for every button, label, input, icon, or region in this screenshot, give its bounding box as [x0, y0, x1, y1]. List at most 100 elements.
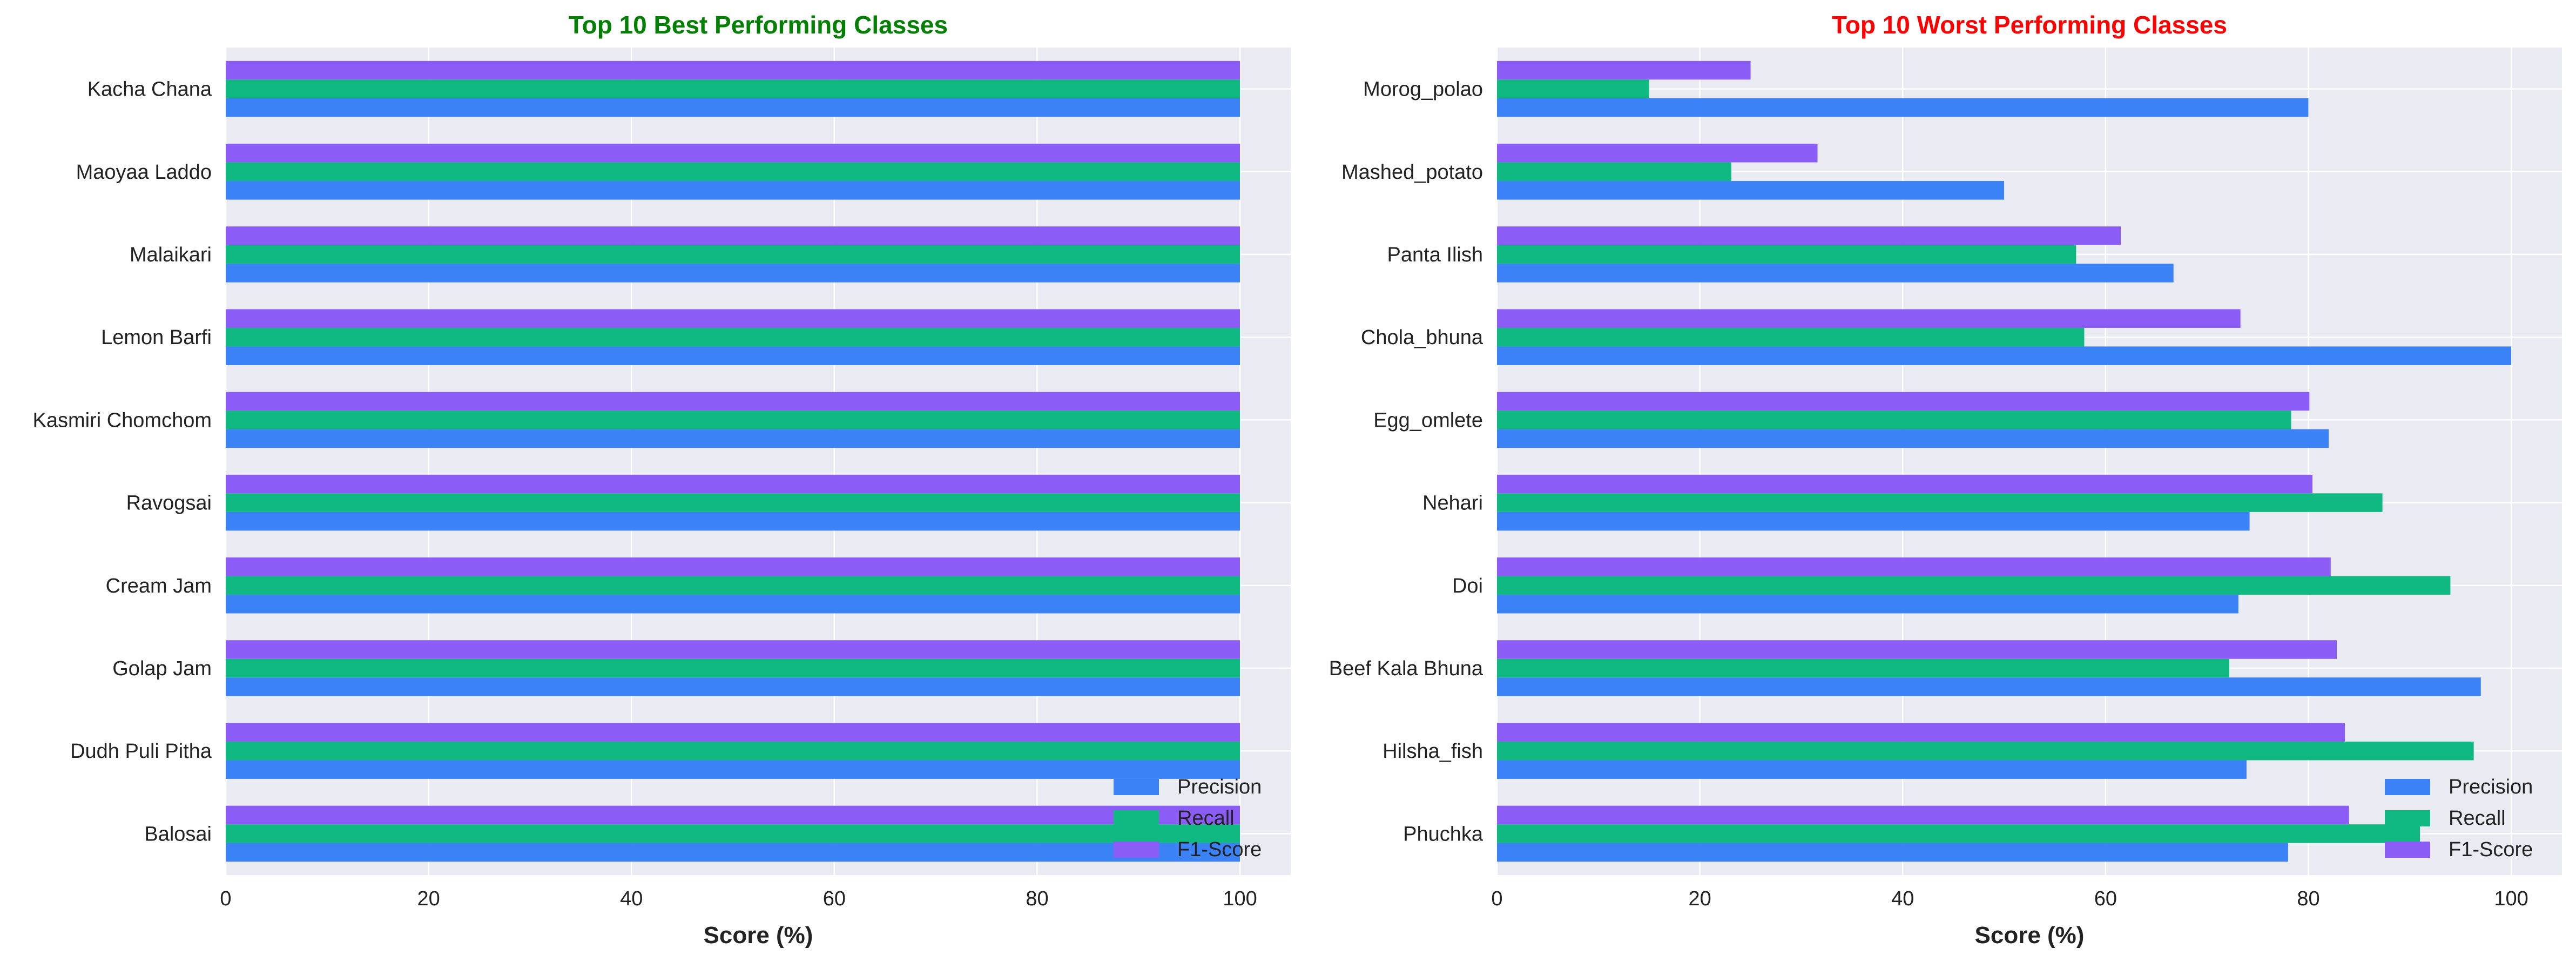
legend-label: F1-Score: [1177, 838, 1262, 861]
bar-f1-score: [1497, 60, 1751, 80]
category-label: Egg_omlete: [1373, 409, 1483, 432]
bar-recall: [1497, 245, 2076, 264]
category-label: Nehari: [1422, 492, 1483, 515]
bar-precision: [226, 760, 1240, 779]
bar-precision: [226, 512, 1240, 531]
bar-precision: [226, 429, 1240, 448]
category-label: Ravogsai: [126, 492, 212, 515]
bar-precision: [1497, 843, 2288, 862]
bar-precision: [1497, 264, 2174, 283]
x-tick-label: 0: [220, 887, 231, 910]
x-tick-label: 80: [1026, 887, 1048, 910]
legend-label: F1-Score: [2449, 838, 2533, 861]
category-label: Hilsha_fish: [1383, 740, 1483, 763]
bar-recall: [226, 824, 1240, 843]
category-label: Doi: [1452, 575, 1483, 597]
bar-f1-score: [226, 805, 1240, 825]
bar-f1-score: [226, 60, 1240, 80]
bar-f1-score: [226, 226, 1240, 245]
bar-precision: [1497, 429, 2329, 448]
bar-precision: [226, 264, 1240, 283]
bar-f1-score: [1497, 805, 2349, 825]
bar-recall: [1497, 162, 1731, 181]
x-axis-label: Score (%): [1975, 922, 2085, 949]
legend-label: Precision: [1177, 776, 1262, 798]
bar-f1-score: [226, 557, 1240, 576]
x-tick-label: 0: [1491, 887, 1502, 910]
bar-f1-score: [1497, 392, 2310, 411]
bar-f1-score: [226, 474, 1240, 494]
category-label: Morog_polao: [1363, 78, 1483, 101]
x-axis-label: Score (%): [704, 922, 813, 949]
x-tick-label: 20: [1688, 887, 1711, 910]
x-tick-label: 40: [620, 887, 643, 910]
legend-swatch-precision: [2385, 779, 2430, 795]
bar-recall: [1497, 741, 2474, 761]
bar-precision: [1497, 512, 2250, 531]
category-label: Dudh Puli Pitha: [70, 740, 212, 763]
bar-precision: [1497, 98, 2309, 117]
bar-recall: [1497, 327, 2085, 347]
bar-f1-score: [226, 723, 1240, 742]
bar-recall: [1497, 576, 2451, 595]
legend-swatch-precision: [1114, 779, 1159, 795]
category-label: Maoyaa Laddo: [76, 161, 212, 184]
legend-swatch-recall: [2385, 810, 2430, 826]
bar-recall: [1497, 658, 2229, 678]
x-tick-label: 80: [2297, 887, 2319, 910]
bar-f1-score: [1497, 723, 2345, 742]
bar-precision: [226, 595, 1240, 614]
bar-f1-score: [1497, 309, 2241, 328]
bar-f1-score: [1497, 144, 1818, 163]
bar-recall: [226, 79, 1240, 98]
bar-recall: [226, 327, 1240, 347]
bar-recall: [1497, 411, 2291, 429]
bar-precision: [1497, 760, 2247, 779]
chart-title: Top 10 Best Performing Classes: [569, 11, 948, 39]
bar-precision: [226, 98, 1240, 117]
bar-recall: [226, 245, 1240, 264]
category-label: Lemon Barfi: [101, 326, 212, 349]
category-label: Beef Kala Bhuna: [1329, 657, 1483, 680]
bar-recall: [1497, 824, 2420, 843]
category-label: Phuchka: [1403, 823, 1483, 845]
bar-precision: [1497, 346, 2512, 365]
bar-precision: [226, 181, 1240, 200]
bar-recall: [226, 493, 1240, 512]
category-label: Mashed_potato: [1341, 161, 1483, 184]
bar-precision: [226, 677, 1240, 696]
chart-panel-best: Kacha Chana Maoyaa Laddo Malaikari Lemon Ba…: [32, 11, 1291, 949]
bar-precision: [1497, 595, 2238, 614]
bar-precision: [226, 346, 1240, 365]
bar-precision: [226, 843, 1240, 862]
bar-f1-score: [226, 309, 1240, 328]
legend-swatch-f1-score: [2385, 842, 2430, 858]
bar-f1-score: [226, 144, 1240, 163]
bar-f1-score: [1497, 640, 2337, 659]
legend-label: Precision: [2449, 776, 2533, 798]
bar-f1-score: [1497, 557, 2331, 576]
bar-f1-score: [1497, 474, 2312, 494]
bar-precision: [1497, 181, 2005, 200]
bar-precision: [1497, 677, 2481, 696]
bar-recall: [226, 658, 1240, 678]
category-label: Malaikari: [130, 244, 212, 266]
bar-recall: [226, 741, 1240, 761]
x-tick-label: 100: [2494, 887, 2528, 910]
x-tick-label: 60: [2094, 887, 2117, 910]
x-tick-label: 100: [1223, 887, 1257, 910]
legend-label: Recall: [1177, 807, 1235, 830]
category-label: Balosai: [144, 823, 212, 845]
x-tick-label: 40: [1891, 887, 1914, 910]
category-label: Golap Jam: [112, 657, 212, 680]
legend-swatch-f1-score: [1114, 842, 1159, 858]
x-tick-label: 20: [417, 887, 440, 910]
chart-title: Top 10 Worst Performing Classes: [1832, 11, 2227, 39]
chart-panel-worst: Morog_polao Mashed_potato Panta Ilish Chola…: [1329, 11, 2562, 949]
category-label: Chola_bhuna: [1361, 326, 1483, 349]
category-label: Panta Ilish: [1387, 244, 1483, 266]
legend-label: Recall: [2449, 807, 2506, 830]
category-label: Kacha Chana: [87, 78, 212, 101]
bar-f1-score: [1497, 226, 2121, 245]
